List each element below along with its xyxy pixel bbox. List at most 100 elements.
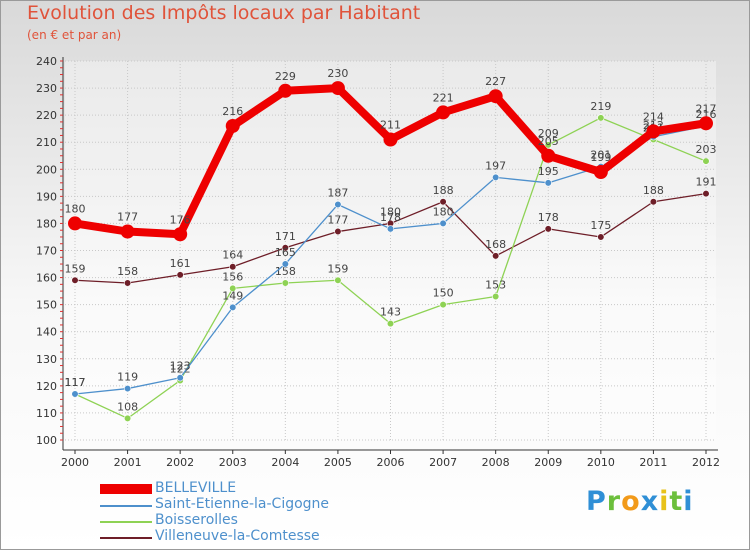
data-label-belleville: 216 xyxy=(222,105,243,118)
data-point-saint-etienne-la-cigogne xyxy=(334,200,342,209)
data-label-saint-etienne-la-cigogne: 216 xyxy=(696,108,717,121)
logo-letter: x xyxy=(640,486,660,517)
data-point-saint-etienne-la-cigogne xyxy=(176,374,184,382)
data-point-belleville xyxy=(330,81,345,96)
legend-label-villeneuve: Villeneuve-la-Comtesse xyxy=(155,528,320,544)
y-tick-label: 160 xyxy=(36,272,57,285)
data-point-boisserolles xyxy=(544,141,552,149)
legend-label-saint-etienne: Saint-Etienne-la-Cigogne xyxy=(155,496,330,512)
data-label-villeneuve-la-comtesse: 188 xyxy=(433,184,454,197)
data-point-villeneuve-la-comtesse xyxy=(702,190,710,198)
data-label-belleville: 229 xyxy=(275,70,296,83)
data-point-belleville xyxy=(699,116,713,131)
data-label-villeneuve-la-comtesse: 191 xyxy=(696,176,717,189)
data-point-belleville xyxy=(68,216,82,231)
data-label-boisserolles: 209 xyxy=(538,127,559,140)
y-tick-label: 170 xyxy=(36,245,57,258)
data-point-belleville xyxy=(225,118,240,133)
data-point-belleville xyxy=(436,105,451,120)
data-label-saint-etienne-la-cigogne: 165 xyxy=(275,246,296,259)
logo-letter: P xyxy=(586,486,607,517)
logo-letter: t xyxy=(669,486,684,517)
data-label-boisserolles: 203 xyxy=(696,143,717,156)
data-point-boisserolles xyxy=(229,284,237,293)
data-point-boisserolles xyxy=(597,114,605,122)
logo-letter: o xyxy=(621,486,641,517)
x-tick-label: 2004 xyxy=(271,456,299,469)
data-label-villeneuve-la-comtesse: 159 xyxy=(65,262,86,275)
legend-swatch-villeneuve xyxy=(100,537,152,539)
data-point-villeneuve-la-comtesse xyxy=(492,252,500,260)
line-chart: 100 110 120 130 140 150 160 170 180 190 200 210 220 2… xyxy=(36,55,720,469)
data-label-belleville: 199 xyxy=(590,151,611,164)
data-label-belleville: 227 xyxy=(485,75,506,88)
data-label-saint-etienne-la-cigogne: 197 xyxy=(485,159,506,172)
y-tick-label: 200 xyxy=(36,163,57,176)
data-label-belleville: 217 xyxy=(696,102,717,115)
y-tick-label: 110 xyxy=(36,407,57,420)
data-label-boisserolles: 108 xyxy=(117,400,138,413)
legend-label-boisserolles: Boisserolles xyxy=(155,512,238,528)
data-label-boisserolles: 219 xyxy=(590,100,611,113)
data-point-villeneuve-la-comtesse xyxy=(334,227,342,236)
data-label-villeneuve-la-comtesse: 164 xyxy=(222,249,243,262)
data-point-villeneuve-la-comtesse xyxy=(229,263,237,271)
x-tick-label: 2002 xyxy=(166,456,194,469)
data-point-saint-etienne-la-cigogne xyxy=(544,179,552,187)
legend-swatch-belleville xyxy=(100,484,152,494)
data-label-belleville: 177 xyxy=(117,211,138,224)
data-label-belleville: 180 xyxy=(65,202,86,215)
legend-swatch-saint-etienne xyxy=(100,505,152,507)
data-label-villeneuve-la-comtesse: 175 xyxy=(590,219,611,232)
data-label-belleville: 214 xyxy=(643,110,664,123)
data-point-boisserolles xyxy=(123,414,132,422)
data-label-boisserolles: 150 xyxy=(433,287,454,300)
data-point-belleville xyxy=(488,89,503,104)
data-label-belleville: 211 xyxy=(380,119,401,132)
y-tick-label: 130 xyxy=(36,353,57,366)
data-point-boisserolles xyxy=(334,276,342,284)
data-point-saint-etienne-la-cigogne xyxy=(386,225,395,233)
x-tick-label: 2012 xyxy=(692,456,720,469)
data-point-villeneuve-la-comtesse xyxy=(649,198,658,206)
data-point-boisserolles xyxy=(281,279,289,287)
data-point-villeneuve-la-comtesse xyxy=(71,276,79,284)
data-label-boisserolles: 143 xyxy=(380,306,401,319)
proxiti-logo: Proxiti xyxy=(586,486,694,517)
y-tick-label: 240 xyxy=(36,55,57,68)
data-point-boisserolles xyxy=(439,301,447,309)
data-point-villeneuve-la-comtesse xyxy=(123,279,132,287)
data-label-saint-etienne-la-cigogne: 119 xyxy=(117,371,138,384)
data-label-boisserolles: 159 xyxy=(327,262,348,275)
y-tick-label: 150 xyxy=(36,299,57,312)
data-label-boisserolles: 153 xyxy=(485,279,506,292)
y-tick-label: 120 xyxy=(36,380,57,393)
data-point-villeneuve-la-comtesse xyxy=(176,271,184,279)
data-label-belleville: 176 xyxy=(170,213,191,226)
data-label-saint-etienne-la-cigogne: 180 xyxy=(433,205,454,218)
data-label-villeneuve-la-comtesse: 178 xyxy=(538,211,559,224)
data-label-villeneuve-la-comtesse: 180 xyxy=(380,205,401,218)
x-tick-label: 2005 xyxy=(324,456,352,469)
x-tick-label: 2007 xyxy=(429,456,457,469)
x-tick-label: 2011 xyxy=(639,456,667,469)
x-tick-label: 2006 xyxy=(377,456,405,469)
data-label-saint-etienne-la-cigogne: 123 xyxy=(170,360,191,373)
data-label-saint-etienne-la-cigogne: 195 xyxy=(538,165,559,178)
data-label-boisserolles: 117 xyxy=(65,376,86,389)
data-point-boisserolles xyxy=(386,319,395,328)
data-label-villeneuve-la-comtesse: 171 xyxy=(275,230,296,243)
data-label-villeneuve-la-comtesse: 161 xyxy=(170,257,191,270)
data-label-saint-etienne-la-cigogne: 117 xyxy=(65,376,86,389)
y-tick-label: 180 xyxy=(36,217,57,230)
data-label-belleville: 205 xyxy=(538,135,559,148)
data-label-villeneuve-la-comtesse: 158 xyxy=(117,265,138,278)
data-label-boisserolles: 122 xyxy=(170,362,191,375)
data-point-saint-etienne-la-cigogne xyxy=(281,260,289,268)
data-point-belleville xyxy=(646,124,661,139)
x-tick-label: 2000 xyxy=(61,456,89,469)
legend-label-belleville: BELLEVILLE xyxy=(155,480,237,496)
data-point-belleville xyxy=(173,227,188,242)
data-label-saint-etienne-la-cigogne: 201 xyxy=(590,149,611,162)
